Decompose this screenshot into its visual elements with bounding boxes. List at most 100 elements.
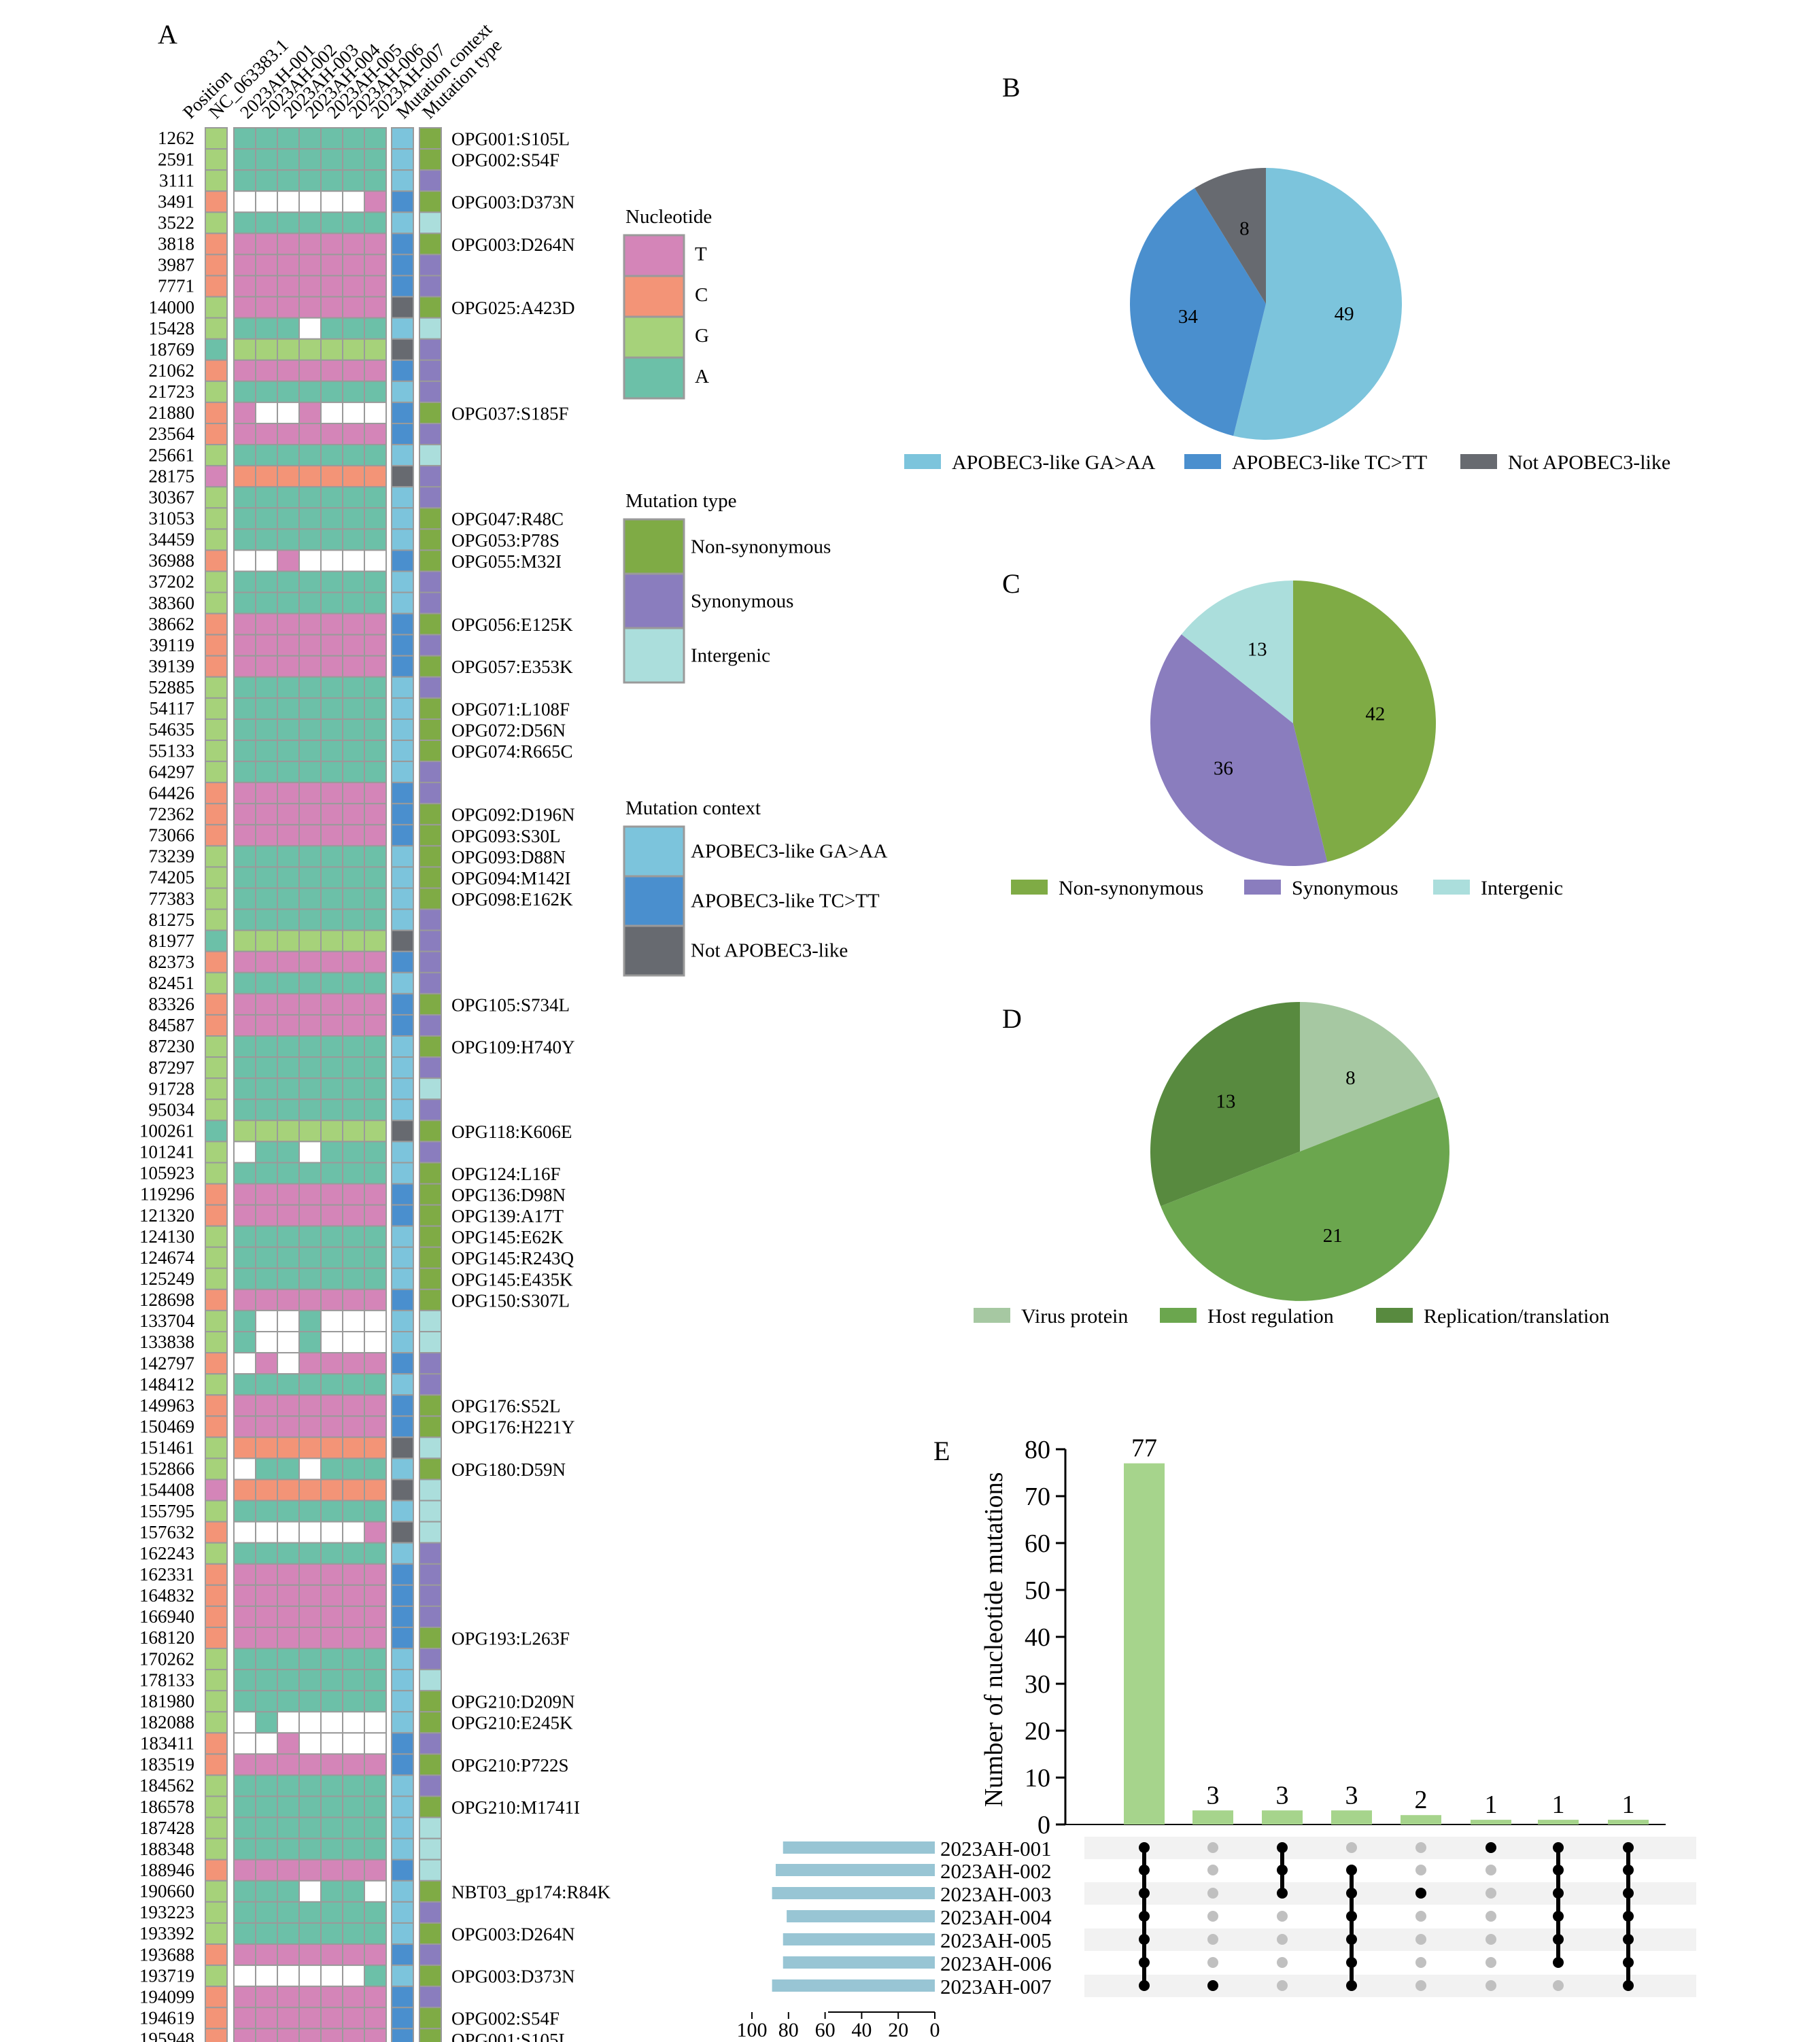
set-name: 2023AH-001 (940, 1837, 1052, 1861)
sample-cell (364, 401, 387, 424)
reference-cell (205, 528, 228, 551)
sample-cell (364, 1056, 387, 1079)
sample-cell (277, 254, 300, 277)
sample-cell (320, 782, 343, 805)
sample-cell (255, 549, 278, 572)
sample-cell (342, 866, 365, 889)
sample-cell (233, 1648, 256, 1671)
sample-cell (320, 422, 343, 446)
sample-cell (320, 1922, 343, 1945)
legend-label: APOBEC3-like GA>AA (952, 451, 1156, 474)
sample-cell (233, 1690, 256, 1713)
sample-cell (320, 1415, 343, 1438)
sample-cell (364, 317, 387, 340)
position-label: 187428 (139, 1818, 194, 1838)
sample-cell (364, 782, 387, 805)
intersection-bar (1124, 1463, 1165, 1824)
sample-cell (342, 845, 365, 868)
sample-cell (298, 950, 322, 973)
sample-cell (298, 1880, 322, 1903)
sample-cell (233, 317, 256, 340)
sample-cell (364, 1309, 387, 1332)
sample-cell (364, 275, 387, 298)
sample-cell (255, 971, 278, 994)
type-cell (419, 570, 442, 593)
sample-cell (277, 992, 300, 1016)
reference-cell (205, 1309, 228, 1332)
sample-cell (364, 1500, 387, 1523)
sample-cell (342, 1415, 365, 1438)
sample-cell (233, 1669, 256, 1692)
sample-cell (277, 1732, 300, 1755)
sample-cell (277, 1056, 300, 1079)
sample-cell (364, 1732, 387, 1755)
y-tick-label: 30 (1025, 1670, 1050, 1699)
matrix-dot-on (1486, 1842, 1496, 1853)
type-cell (419, 1880, 442, 1903)
slice-value-label: 8 (1345, 1067, 1356, 1089)
context-cell (391, 1858, 414, 1882)
context-cell (391, 1986, 414, 2009)
mutation-context-legend: Mutation context APOBEC3-like GA>AA APOBEC… (623, 797, 887, 977)
reference-cell (205, 1901, 228, 1924)
pie-chart-mutation-context: 49 34 8 APOBEC3-like GA>AA APOBEC3-like TC>T… (904, 168, 1670, 474)
sample-cell (298, 148, 322, 171)
y-tick-label: 50 (1025, 1576, 1050, 1605)
sample-cell (277, 740, 300, 763)
sample-cell (233, 1436, 256, 1459)
sample-cell (342, 254, 365, 277)
slice-value-label: 13 (1216, 1091, 1235, 1113)
position-label: 125249 (139, 1268, 194, 1289)
sample-cell (342, 422, 365, 446)
sample-cell (320, 1542, 343, 1565)
context-cell (391, 401, 414, 424)
context-cell (391, 2007, 414, 2030)
sample-cell (320, 929, 343, 952)
sample-cell (277, 1795, 300, 1818)
position-label: 133704 (139, 1311, 195, 1331)
sample-cell (320, 866, 343, 889)
type-cell (419, 1837, 442, 1861)
position-label: 81275 (149, 910, 195, 930)
context-cell (391, 1204, 414, 1227)
sample-cell (255, 1542, 278, 1565)
sample-cell (255, 1204, 278, 1227)
sample-cell (364, 232, 387, 256)
sample-cell (277, 761, 300, 784)
sample-cell (320, 845, 343, 868)
sample-cell (255, 1732, 278, 1755)
legend-label: Synonymous (691, 591, 793, 612)
sample-cell (298, 1162, 322, 1185)
sample-cell (233, 908, 256, 931)
sample-cell (255, 401, 278, 424)
position-label: 3818 (158, 234, 194, 254)
sample-cell (320, 1225, 343, 1248)
sample-cell (298, 1373, 322, 1396)
mutation-label: OPG003:D373N (451, 1967, 575, 1987)
sample-cell (342, 1648, 365, 1671)
sample-cell (342, 887, 365, 910)
sample-cell (233, 211, 256, 235)
reference-cell (205, 232, 228, 256)
context-cell (391, 1035, 414, 1058)
sample-cell (233, 1605, 256, 1628)
position-label: 133838 (139, 1332, 194, 1352)
set-size-bar (787, 1910, 935, 1922)
set-name: 2023AH-004 (940, 1905, 1052, 1929)
pie-chart-mutation-type: 42 36 13 Non-synonymous Synonymous Intergenic (1011, 581, 1563, 899)
sample-cell (320, 1774, 343, 1797)
sample-cell (277, 1415, 300, 1438)
matrix-dot-on (1346, 1911, 1357, 1922)
sample-cell (320, 570, 343, 593)
reference-cell (205, 1162, 228, 1185)
matrix-dot-off (1277, 1957, 1288, 1968)
panel-letter-d: D (1002, 1003, 1022, 1034)
sample-cell (320, 1246, 343, 1269)
type-cell (419, 1267, 442, 1290)
context-cell (391, 507, 414, 530)
type-cell (419, 1457, 442, 1481)
legend-title: Mutation context (625, 797, 761, 819)
reference-cell (205, 1669, 228, 1692)
sample-cell (342, 507, 365, 530)
matrix-dot-off (1486, 1957, 1496, 1968)
